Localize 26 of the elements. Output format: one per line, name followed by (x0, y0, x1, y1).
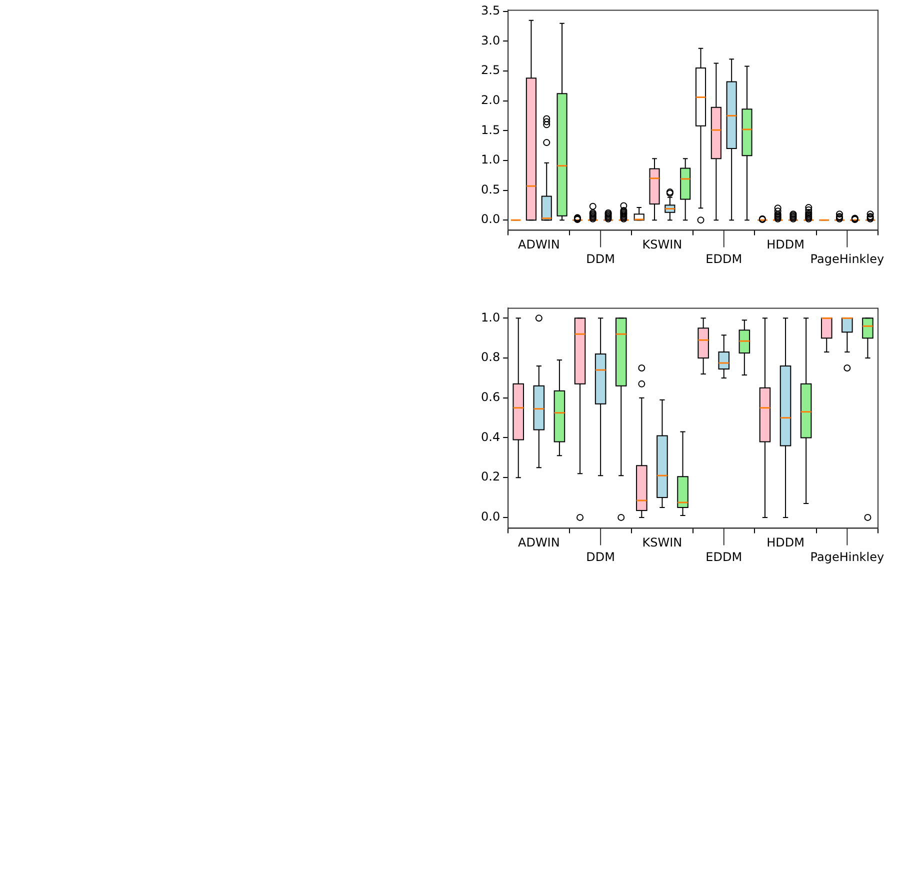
y-tick-label: 0.5 (480, 182, 500, 196)
x-tick-label: EDDM (706, 252, 742, 266)
y-tick-label: 1.5 (480, 122, 500, 137)
y-tick-label: 3.0 (480, 33, 500, 48)
y-tick-label: 1.0 (480, 152, 500, 167)
x-tick-label: HDDM (766, 536, 804, 550)
x-tick-label: DDM (586, 252, 615, 266)
y-tick-label: 3.5 (480, 4, 500, 18)
x-tick-label: KSWIN (642, 238, 682, 252)
y-tick-label: 0.2 (480, 470, 500, 484)
x-tick-label: DDM (586, 550, 615, 564)
x-tick-label: HDDM (766, 238, 804, 252)
y-tick-label: 0.4 (480, 430, 500, 444)
y-tick-label: 0.0 (480, 212, 500, 226)
y-tick-label: 0.0 (480, 510, 500, 524)
x-tick-label: PageHinkley (810, 550, 884, 564)
y-tick-label: 2.0 (480, 92, 500, 107)
y-tick-label: 0.6 (480, 390, 500, 404)
y-tick-label: 1.0 (480, 310, 500, 324)
x-tick-label: KSWIN (642, 536, 682, 550)
x-tick-label: PageHinkley (810, 252, 884, 266)
y-tick-label: 0.8 (480, 350, 500, 364)
y-tick-label: 2.5 (480, 63, 500, 78)
x-tick-label: ADWIN (518, 536, 560, 550)
x-tick-label: ADWIN (518, 238, 560, 252)
x-tick-label: EDDM (706, 550, 742, 564)
